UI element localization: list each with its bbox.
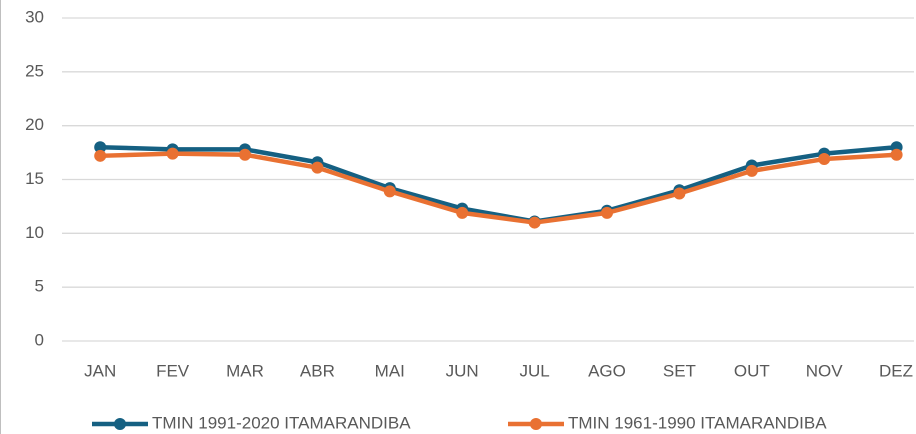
data-point bbox=[383, 185, 396, 198]
data-point bbox=[239, 148, 251, 161]
legend-label: TMIN 1991-2020 ITAMARANDIBA bbox=[152, 413, 411, 432]
y-tick-label: 0 bbox=[35, 330, 44, 349]
legend-marker bbox=[114, 418, 126, 430]
data-point bbox=[818, 153, 831, 166]
data-point bbox=[673, 187, 686, 200]
legend-marker bbox=[530, 418, 542, 430]
data-point bbox=[601, 206, 613, 219]
data-point bbox=[890, 148, 903, 161]
x-tick-label: SET bbox=[663, 361, 696, 380]
x-tick-label: OUT bbox=[734, 361, 770, 380]
y-tick-label: 20 bbox=[25, 115, 44, 134]
x-tick-label: DEZ bbox=[879, 361, 913, 380]
y-tick-label: 30 bbox=[25, 7, 44, 26]
series-line bbox=[100, 144, 897, 224]
x-tick-label: AGO bbox=[588, 361, 626, 380]
x-tick-label: JUL bbox=[519, 361, 549, 380]
data-point bbox=[528, 216, 541, 229]
x-tick-label: JAN bbox=[84, 361, 116, 380]
y-tick-label: 15 bbox=[25, 169, 44, 188]
x-tick-label: FEV bbox=[156, 361, 190, 380]
y-tick-label: 10 bbox=[25, 223, 44, 242]
data-point bbox=[94, 141, 107, 154]
x-tick-label: MAR bbox=[226, 361, 264, 380]
x-tick-label: NOV bbox=[806, 361, 844, 380]
x-tick-label: ABR bbox=[300, 361, 335, 380]
data-point bbox=[456, 206, 469, 219]
data-point bbox=[745, 164, 758, 177]
x-tick-label: JUN bbox=[446, 361, 479, 380]
data-point bbox=[94, 149, 107, 162]
legend-label: TMIN 1961-1990 ITAMARANDIBA bbox=[568, 413, 827, 432]
x-tick-label: MAI bbox=[375, 361, 405, 380]
series-line bbox=[100, 151, 897, 225]
y-tick-label: 25 bbox=[25, 61, 44, 80]
data-point bbox=[166, 147, 179, 160]
y-tick-label: 5 bbox=[35, 277, 44, 296]
data-point bbox=[311, 161, 324, 174]
